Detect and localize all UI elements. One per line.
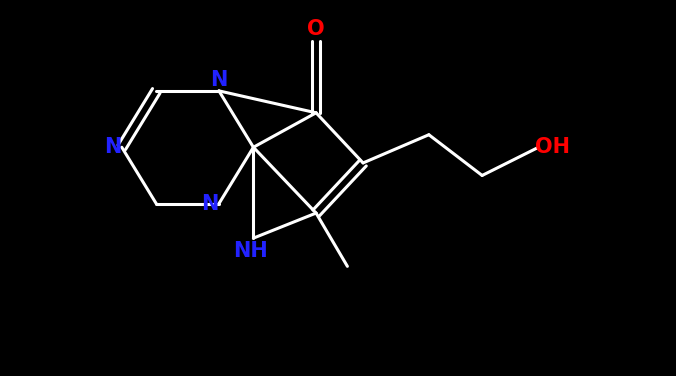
Text: O: O [308,20,325,39]
Text: N: N [103,137,121,157]
Text: N: N [201,194,218,214]
Text: N: N [210,70,228,89]
Text: NH: NH [233,241,268,261]
Text: OH: OH [535,137,570,157]
